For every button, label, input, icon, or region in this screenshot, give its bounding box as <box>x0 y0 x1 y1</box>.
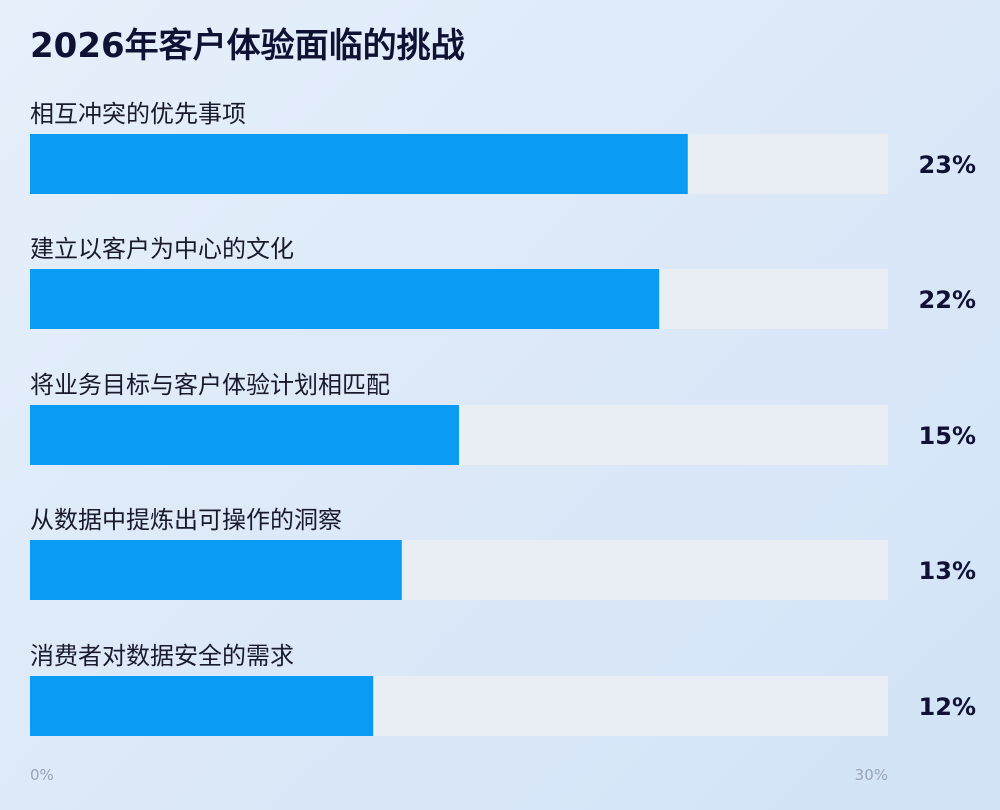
chart-title: 2026年客户体验面临的挑战 <box>30 26 465 66</box>
bar-rows: 相互冲突的优先事项 23% 建立以客户为中心的文化 22% 将业务目标与客户体验计划相匹… <box>30 100 976 736</box>
bar <box>30 405 459 465</box>
bar <box>30 269 660 329</box>
value-label: 12% <box>919 693 976 721</box>
category-label: 相互冲突的优先事项 <box>30 100 246 128</box>
category-label: 从数据中提炼出可操作的洞察 <box>30 506 342 534</box>
value-label: 13% <box>919 557 976 585</box>
category-label: 建立以客户为中心的文化 <box>30 235 294 263</box>
value-label: 23% <box>919 151 976 179</box>
bar <box>30 134 688 194</box>
x-tick-label-max: 30% <box>855 766 888 784</box>
value-label: 22% <box>919 286 976 314</box>
x-tick-label-min: 0% <box>30 766 54 784</box>
bar <box>30 540 402 600</box>
value-label: 15% <box>919 422 976 450</box>
bar <box>30 676 374 736</box>
category-label: 将业务目标与客户体验计划相匹配 <box>30 371 390 399</box>
category-label: 消费者对数据安全的需求 <box>30 642 294 670</box>
